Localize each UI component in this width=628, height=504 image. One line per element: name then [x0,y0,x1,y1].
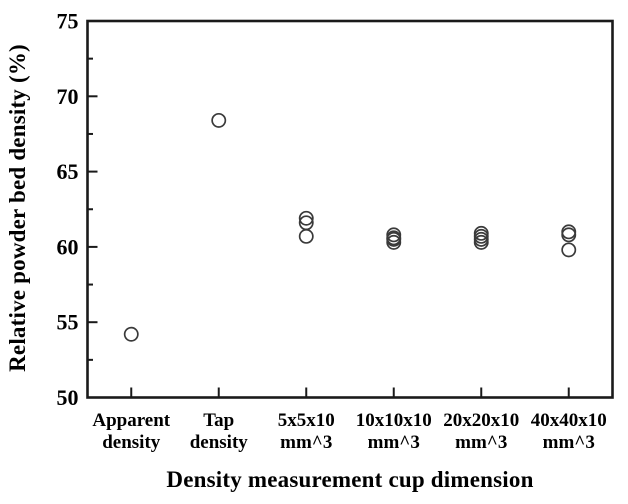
x-tick-label-line1: 20x20x10 [443,410,519,431]
y-tick-label: 75 [57,9,79,34]
x-tick-label-line2: mm^3 [455,432,507,453]
y-tick-label: 60 [57,234,79,259]
y-tick-label: 70 [57,84,79,109]
data-point [123,326,139,342]
x-tick-label-line2: mm^3 [368,432,420,453]
data-point [561,242,577,258]
data-point [561,224,577,240]
y-tick-label: 65 [57,159,79,184]
data-point [386,234,402,250]
x-tick-label-line1: 5x5x10 [278,410,335,431]
x-tick-label-line2: density [190,432,249,453]
data-point [298,228,314,244]
plot-frame [86,19,614,399]
data-point [473,234,489,250]
y-axis-title: Relative powder bed density (%) [5,44,30,372]
y-tick-label: 55 [57,310,79,335]
data-point [211,112,227,128]
x-tick-label-line1: 40x40x10 [531,410,607,431]
x-tick-label-line2: mm^3 [280,432,332,453]
x-tick-label-line1: 10x10x10 [356,410,432,431]
y-tick-label: 50 [57,385,79,410]
data-point [298,210,314,226]
x-tick-label-line2: mm^3 [543,432,595,453]
data-point [561,227,577,243]
x-tick-label-line1: Apparent [92,410,170,431]
x-axis-title: Density measurement cup dimension [166,467,534,492]
x-tick-label-line2: density [102,432,161,453]
x-tick-label-line1: Tap [203,410,234,431]
